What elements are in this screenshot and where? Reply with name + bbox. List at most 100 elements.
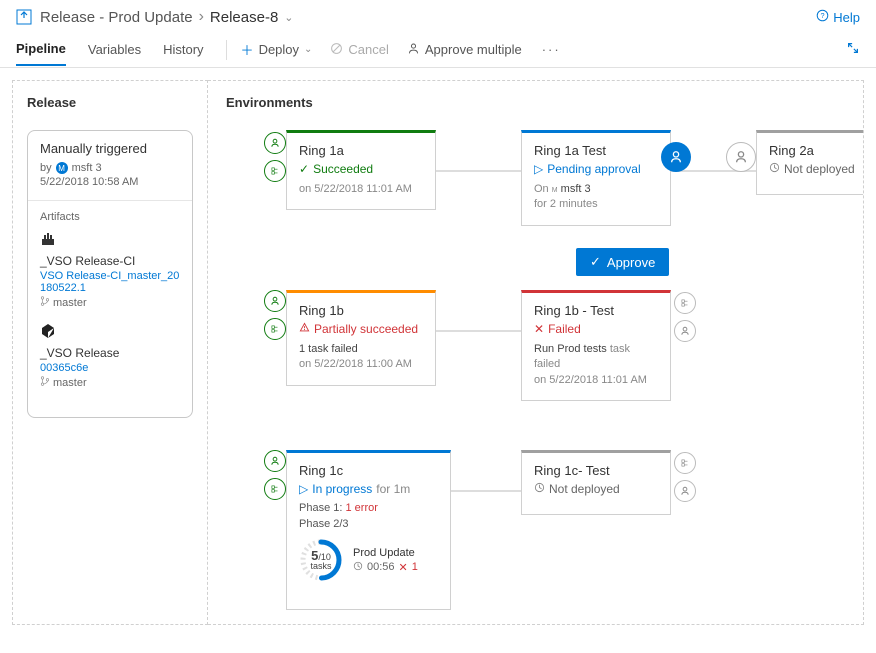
person-icon bbox=[407, 42, 420, 58]
check-icon: ✓ bbox=[590, 254, 601, 270]
env-card-ring2a[interactable]: Ring 2a Not deployed bbox=[756, 130, 864, 195]
artifacts-label: Artifacts bbox=[40, 211, 180, 223]
env-status: Not deployed bbox=[769, 162, 864, 176]
deploy-label: Deploy bbox=[259, 42, 299, 57]
clock-icon bbox=[534, 482, 545, 496]
connector bbox=[451, 490, 521, 492]
connector bbox=[436, 170, 521, 172]
release-panel: Release Manually triggered by M msft 3 5… bbox=[12, 80, 208, 625]
trigger-date: 5/22/2018 10:58 AM bbox=[40, 176, 180, 188]
approval-icon[interactable] bbox=[674, 480, 696, 502]
gates-icon[interactable] bbox=[674, 292, 696, 314]
chevron-down-icon: ⌄ bbox=[304, 44, 312, 55]
cancel-button: Cancel bbox=[330, 42, 388, 58]
env-status: ▷ In progress for 1m bbox=[299, 482, 438, 496]
env-card-ring1a[interactable]: Ring 1a ✓ Succeeded on 5/22/2018 11:01 A… bbox=[286, 130, 436, 210]
gates-icon[interactable] bbox=[264, 318, 286, 340]
artifact-item: _VSO Release-CI VSO Release-CI_master_20… bbox=[40, 231, 180, 309]
clock-icon bbox=[353, 561, 363, 574]
env-card-ring1c[interactable]: Ring 1c ▷ In progress for 1m Phase 1: 1 … bbox=[286, 450, 451, 610]
plus-icon: ＋ bbox=[241, 40, 254, 59]
x-icon: ✕ bbox=[399, 561, 408, 574]
env-status: ▷ Pending approval bbox=[534, 162, 658, 176]
release-card[interactable]: Manually triggered by M msft 3 5/22/2018… bbox=[27, 130, 193, 418]
artifact-branch: master bbox=[40, 296, 180, 309]
approver-badge[interactable] bbox=[726, 142, 756, 172]
approval-icon[interactable] bbox=[264, 132, 286, 154]
env-status: Not deployed bbox=[534, 482, 658, 496]
release-icon bbox=[16, 9, 32, 25]
branch-icon bbox=[40, 296, 50, 309]
toolbar: Pipeline Variables History ＋ Deploy ⌄ Ca… bbox=[0, 32, 876, 68]
approval-icon[interactable] bbox=[264, 450, 286, 472]
approval-icon[interactable] bbox=[264, 290, 286, 312]
cancel-icon bbox=[330, 42, 343, 58]
play-icon: ▷ bbox=[534, 162, 543, 176]
pre-deploy-badges bbox=[264, 132, 286, 182]
fullscreen-icon[interactable] bbox=[846, 41, 860, 58]
approval-icon[interactable] bbox=[674, 320, 696, 342]
gates-icon[interactable] bbox=[674, 452, 696, 474]
warning-icon bbox=[299, 322, 310, 336]
env-title: Ring 2a bbox=[769, 143, 864, 158]
prod-update-label: Prod Update bbox=[353, 547, 418, 559]
approve-label: Approve bbox=[607, 255, 655, 270]
artifact-link[interactable]: 00365c6e bbox=[40, 362, 180, 374]
branch-icon bbox=[40, 376, 50, 389]
env-meta: 1 task failed on 5/22/2018 11:00 AM bbox=[299, 342, 423, 373]
breadcrumb-release-name[interactable]: Release-8 bbox=[210, 9, 278, 26]
approve-multiple-label: Approve multiple bbox=[425, 42, 522, 57]
env-card-ring1c-test[interactable]: Ring 1c- Test Not deployed bbox=[521, 450, 671, 515]
env-title: Ring 1b - Test bbox=[534, 303, 658, 318]
tab-variables[interactable]: Variables bbox=[88, 34, 141, 65]
env-title: Ring 1c- Test bbox=[534, 463, 658, 478]
toolbar-divider bbox=[226, 40, 227, 60]
commit-icon bbox=[40, 323, 180, 344]
page-header: Release - Prod Update › Release-8 ⌄ ? He… bbox=[0, 0, 876, 32]
env-status: ✕ Failed bbox=[534, 322, 658, 336]
breadcrumb-separator-icon: › bbox=[199, 8, 204, 26]
env-card-ring1a-test[interactable]: Ring 1a Test ▷ Pending approval On M msf… bbox=[521, 130, 671, 226]
env-meta: on 5/22/2018 11:01 AM bbox=[299, 182, 423, 197]
svg-text:?: ? bbox=[821, 11, 825, 20]
help-link[interactable]: ? Help bbox=[816, 9, 860, 25]
tab-pipeline[interactable]: Pipeline bbox=[16, 33, 66, 66]
post-deploy-badges bbox=[674, 292, 696, 342]
env-meta: On M msft 3 for 2 minutes bbox=[534, 182, 658, 213]
deploy-button[interactable]: ＋ Deploy ⌄ bbox=[241, 40, 313, 59]
pre-deploy-badges bbox=[264, 450, 286, 500]
help-icon: ? bbox=[816, 9, 829, 25]
cancel-label: Cancel bbox=[348, 42, 388, 57]
play-icon: ▷ bbox=[299, 482, 308, 496]
approve-button[interactable]: ✓ Approve bbox=[576, 248, 669, 276]
approver-badge[interactable] bbox=[661, 142, 691, 172]
approve-multiple-button[interactable]: Approve multiple bbox=[407, 42, 522, 58]
more-button[interactable]: ··· bbox=[542, 42, 561, 57]
env-card-ring1b-test[interactable]: Ring 1b - Test ✕ Failed Run Prod tests t… bbox=[521, 290, 671, 401]
clock-icon bbox=[769, 162, 780, 176]
trigger-title: Manually triggered bbox=[40, 141, 180, 156]
breadcrumb-root[interactable]: Release - Prod Update bbox=[40, 9, 193, 26]
triggered-by: by M msft 3 bbox=[40, 162, 180, 174]
artifact-link[interactable]: VSO Release-CI_master_20180522.1 bbox=[40, 270, 180, 294]
artifact-name: _VSO Release-CI bbox=[40, 254, 180, 268]
env-title: Ring 1c bbox=[299, 463, 438, 478]
env-card-ring1b[interactable]: Ring 1b Partially succeeded 1 task faile… bbox=[286, 290, 436, 386]
progress-ring: 5/10 tasks bbox=[299, 538, 343, 582]
x-icon: ✕ bbox=[534, 322, 544, 336]
avatar-icon: M bbox=[56, 162, 68, 174]
connector bbox=[436, 330, 521, 332]
gates-icon[interactable] bbox=[264, 478, 286, 500]
artifact-name: _VSO Release bbox=[40, 346, 180, 360]
help-label: Help bbox=[833, 10, 860, 25]
gates-icon[interactable] bbox=[264, 160, 286, 182]
avatar-icon: M bbox=[552, 187, 558, 194]
release-panel-title: Release bbox=[27, 95, 193, 110]
tab-history[interactable]: History bbox=[163, 34, 203, 65]
check-icon: ✓ bbox=[299, 162, 309, 176]
env-title: Ring 1a bbox=[299, 143, 423, 158]
artifact-item: _VSO Release 00365c6e master bbox=[40, 323, 180, 389]
release-dropdown-icon[interactable]: ⌄ bbox=[284, 11, 293, 24]
env-status: Partially succeeded bbox=[299, 322, 423, 336]
post-deploy-badges bbox=[674, 452, 696, 502]
